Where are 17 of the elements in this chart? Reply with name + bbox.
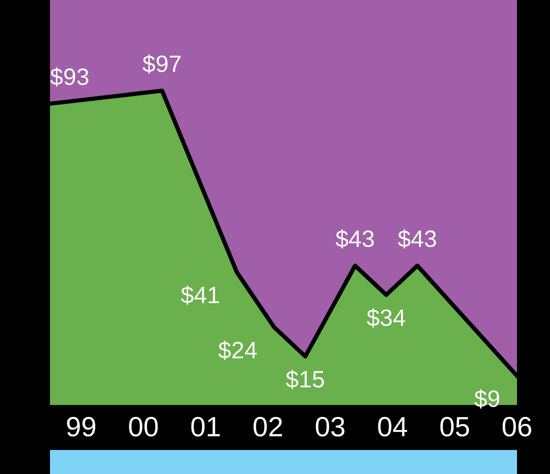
data-label: $93 xyxy=(50,67,88,87)
data-label: $9 xyxy=(474,389,500,408)
data-label: $15 xyxy=(286,370,324,390)
x-tick-label: 04 xyxy=(378,416,408,437)
x-tick-label: 02 xyxy=(254,416,282,437)
x-tick-label: 00 xyxy=(129,416,158,437)
data-label: $24 xyxy=(218,340,257,360)
x-tick-label: 06 xyxy=(502,416,532,437)
data-label: $43 xyxy=(336,229,374,249)
x-tick-label: 05 xyxy=(440,416,470,437)
data-label: $34 xyxy=(366,308,406,328)
data-label: $41 xyxy=(181,286,219,305)
data-label: $43 xyxy=(398,229,436,249)
x-tick-label: 01 xyxy=(191,416,220,437)
x-tick-label: 03 xyxy=(316,416,344,437)
x-tick-label: 99 xyxy=(66,416,96,437)
data-label: $97 xyxy=(142,54,181,74)
